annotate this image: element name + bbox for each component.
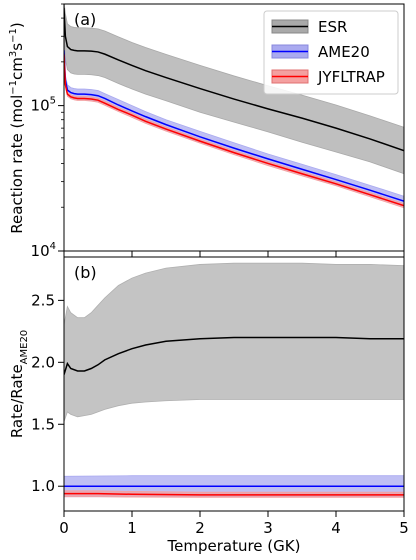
panel-a-ytick-label: 105: [31, 96, 56, 115]
panel-b-ytick-label: 1.5: [31, 415, 55, 433]
panel-b-xtick-label: 3: [263, 519, 273, 537]
panel-a-ticks: 104 105: [31, 3, 405, 260]
panel-a-line-esr: [64, 7, 404, 152]
panel-a-ylabel: Reaction rate (mol−1cm3s−1): [8, 22, 26, 233]
panel-b-band-esr: [64, 262, 404, 422]
legend-entry-esr: ESR: [271, 18, 347, 36]
panel-b-band-jyfltrap: [64, 490, 404, 498]
panel-b-ticks: 1.0 1.5 2.0 2.5 0 1 2 3 4 5: [31, 291, 409, 537]
panel-b-ytick-label: 2.0: [31, 353, 55, 371]
panel-b-line-esr: [64, 336, 404, 375]
panel-b-xtick-label: 1: [127, 519, 137, 537]
panel-b-xtick-label: 0: [59, 519, 69, 537]
panel-b-xtick-label: 2: [195, 519, 205, 537]
panel-a-ylabel-sup3: −1: [8, 28, 19, 43]
panel-b-xlabel: Temperature (GK): [167, 537, 301, 555]
panel-b-frame: [63, 256, 405, 512]
panel-a-ytick-label: 104: [31, 241, 56, 260]
legend: ESR AME20 JYFLTRAP: [263, 10, 399, 95]
panel-a-ylabel-sup2: 3: [8, 51, 19, 57]
panel-a-band-jyfltrap: [64, 52, 404, 209]
panel-b-ytick-label: 1.0: [31, 477, 55, 495]
panel-b-bands: [64, 262, 404, 498]
panel-a-line-ame20: [64, 50, 404, 202]
legend-entry-jyfltrap: JYFLTRAP: [271, 68, 385, 86]
panel-a-ylabel-mid2: s: [8, 43, 26, 51]
panel-a-label: (a): [74, 10, 96, 29]
panel-b-ylabel-sub: AME20: [19, 330, 30, 365]
panel-b: 1.0 1.5 2.0 2.5 0 1 2 3 4 5 (b) Rate/RateAME20 Te…: [8, 256, 409, 555]
panel-b-xtick-label: 4: [331, 519, 341, 537]
panel-a-ylabel-sup1: −1: [8, 80, 19, 95]
panel-a-lines: [64, 7, 404, 207]
panel-a-frame: [63, 3, 405, 252]
panel-a-band-esr: [64, 4, 404, 175]
panel-b-xtick-label: 5: [399, 519, 409, 537]
panel-b-ylabel-main: Rate/Rate: [8, 364, 26, 438]
legend-text-ame20: AME20: [318, 43, 370, 61]
panel-b-ytick-label: 2.5: [31, 291, 55, 309]
panel-a-line-jyfltrap: [64, 54, 404, 207]
panel-a-ylabel-mid: cm: [8, 57, 26, 80]
panel-b-label: (b): [74, 263, 97, 282]
legend-text-esr: ESR: [318, 18, 347, 36]
legend-entry-ame20: AME20: [271, 43, 370, 61]
panel-b-lines: [64, 336, 404, 496]
panel-b-ylabel: Rate/RateAME20: [8, 330, 30, 438]
panel-a-ylabel-end: ): [8, 22, 26, 28]
panel-a-ylabel-main: Reaction rate (mol: [8, 95, 26, 234]
legend-text-jyfltrap: JYFLTRAP: [317, 68, 385, 86]
panel-b-line-jyfltrap: [64, 492, 404, 496]
